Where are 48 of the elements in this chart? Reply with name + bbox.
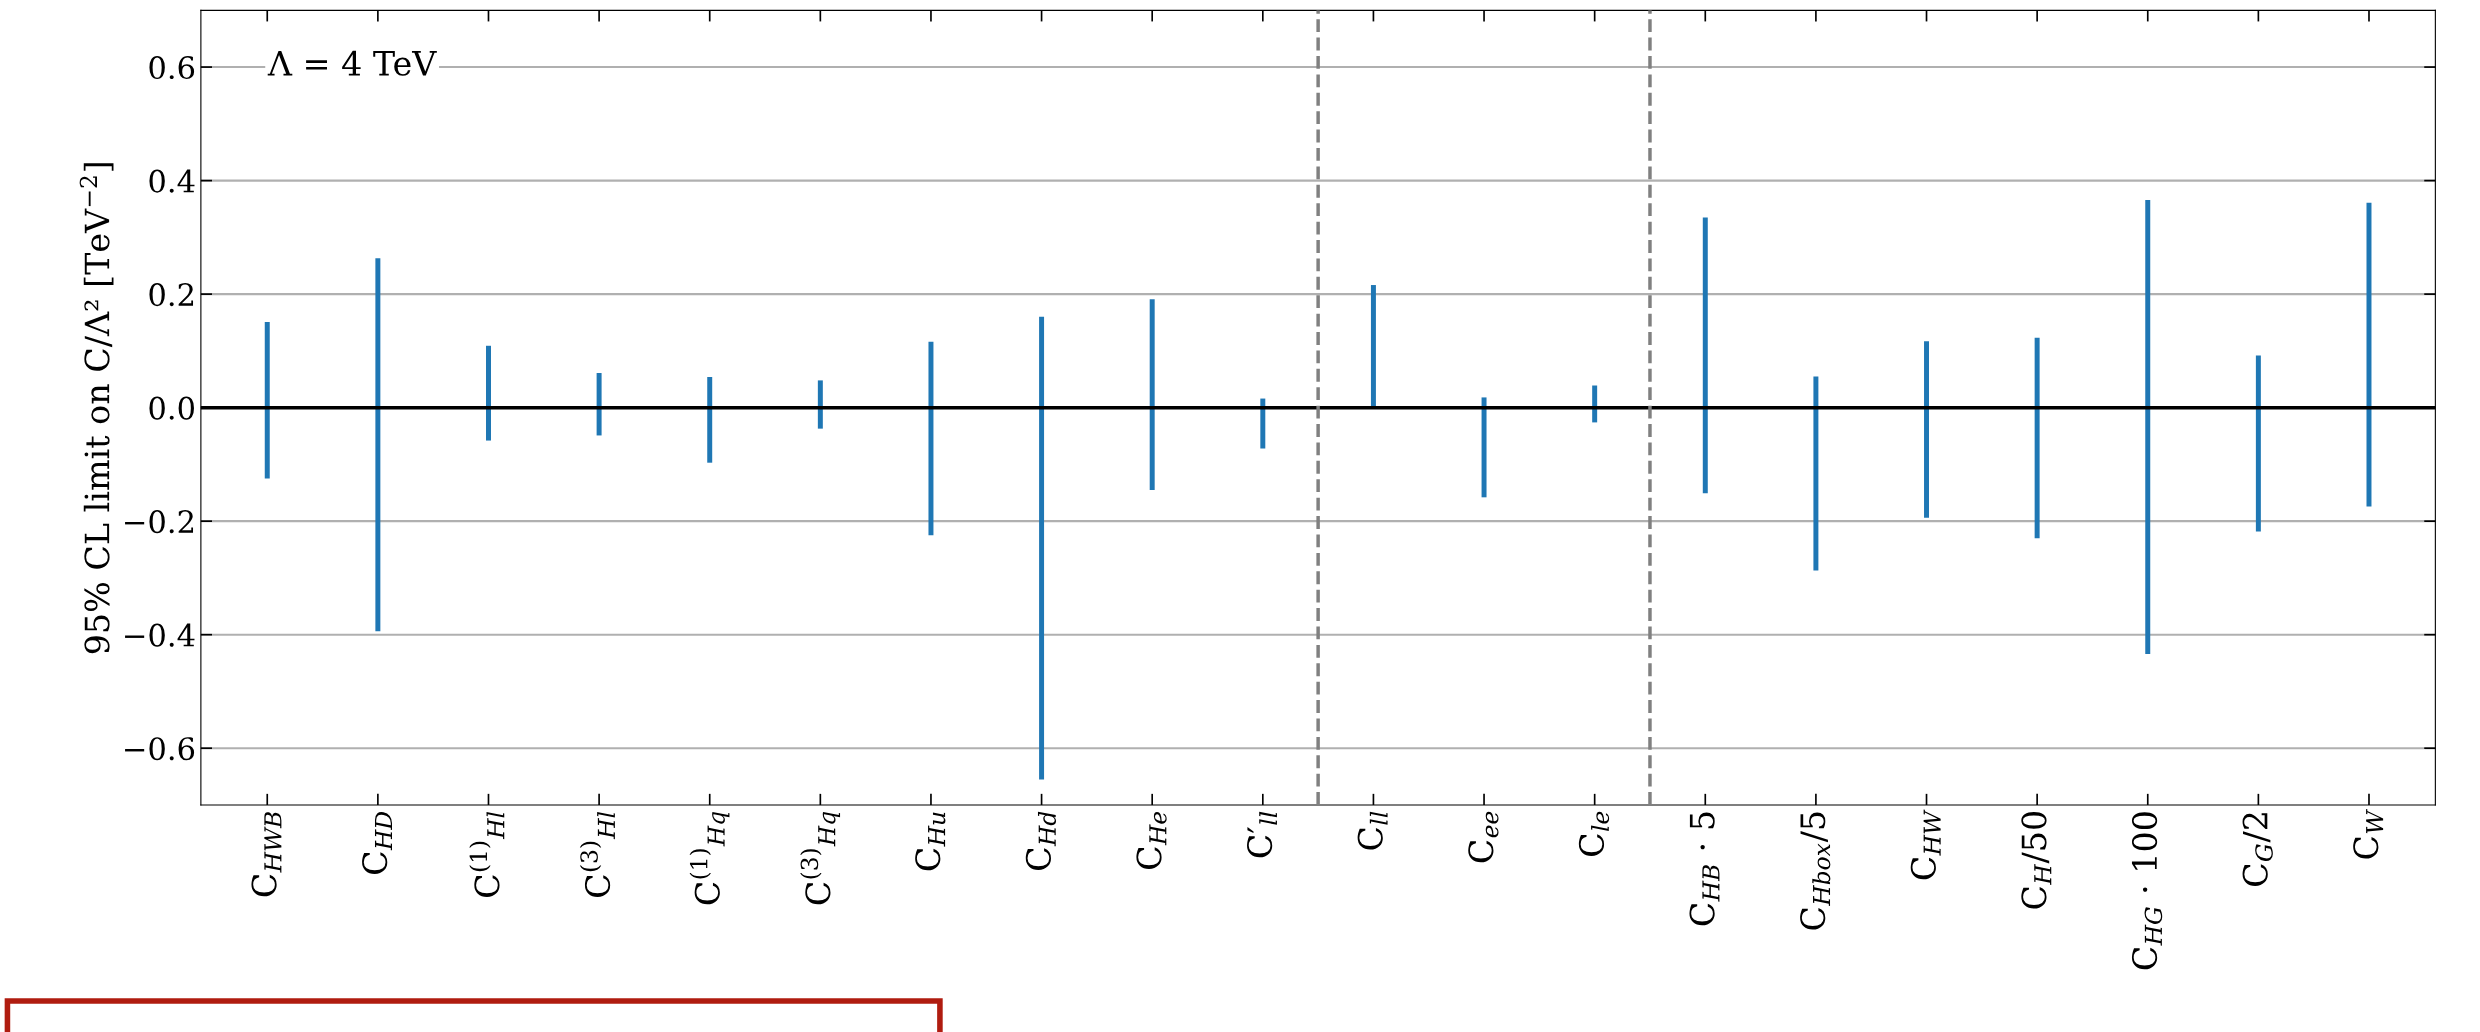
bar	[2145, 199, 2151, 654]
y-tick-label: 0.6	[149, 56, 195, 80]
bar	[596, 373, 602, 436]
x-tick-label: C$_{ee}$	[1468, 811, 1499, 863]
bar	[1702, 217, 1708, 494]
bar	[707, 376, 713, 463]
y-tick-label: −0.6	[125, 737, 195, 761]
x-tick-label: C$^{(1)}$$_{Hl}$	[469, 811, 505, 897]
y-tick-label: 0.0	[149, 396, 194, 420]
bar	[928, 341, 934, 536]
x-tick-label: C$_{ll}$	[1357, 811, 1388, 850]
bar	[1592, 385, 1598, 423]
bar	[375, 258, 381, 632]
x-tick-label: C$^{(3)}$$_{Hl}$	[579, 811, 615, 897]
bar	[2255, 355, 2261, 532]
bar	[2034, 337, 2040, 539]
x-tick-label: C$_{Hbox}$/5	[1800, 812, 1831, 930]
x-tick-label: C$_{le}$	[1578, 811, 1610, 856]
y-tick-label: 0.4	[149, 169, 195, 193]
y-tick-label: −0.2	[125, 510, 194, 534]
x-tick-label: C$_{HWB}$	[251, 812, 282, 897]
annotation: Λ = 4 TeV	[267, 50, 437, 76]
x-tick-label: C$_{HB}$ · 5	[1689, 812, 1720, 926]
y-tick-label: 0.2	[149, 283, 194, 307]
bar	[1481, 397, 1487, 498]
bar	[1149, 299, 1155, 490]
x-tick-label: C$_{HD}$	[362, 812, 392, 874]
x-tick-label: C$_{HW}$	[1910, 809, 1941, 880]
x-tick-label: C$^{(1)}$$_{Hq}$	[689, 811, 730, 905]
bar	[817, 380, 823, 429]
bar	[1370, 285, 1376, 408]
x-tick-label: C$_{W}$	[2353, 809, 2384, 859]
bar	[1039, 316, 1045, 780]
y-tick-label: −0.4	[125, 623, 195, 647]
bar	[1924, 341, 1930, 518]
x-tick-label: C$_{H}$/50	[2021, 812, 2052, 909]
bar	[1260, 398, 1266, 449]
x-tick-label: C$_{He}$	[1136, 811, 1167, 869]
x-tick-label: C$_{Hd}$	[1025, 811, 1057, 870]
x-tick-label: C$_{G}$/2	[2242, 813, 2273, 886]
x-tick-label: C′$_{ll}$	[1247, 811, 1277, 858]
bar	[264, 321, 270, 479]
bar	[486, 345, 491, 441]
bar	[1813, 376, 1819, 571]
x-tick-label: C$_{HG}$ · 100	[2131, 812, 2163, 970]
x-tick-label: C$_{Hu}$	[915, 812, 946, 871]
y-axis-title: 95% CL limit on C/Λ² [TeV$^{−2}$]	[79, 163, 114, 654]
x-tick-label: C$^{(3)}$$_{Hq}$	[800, 811, 841, 905]
